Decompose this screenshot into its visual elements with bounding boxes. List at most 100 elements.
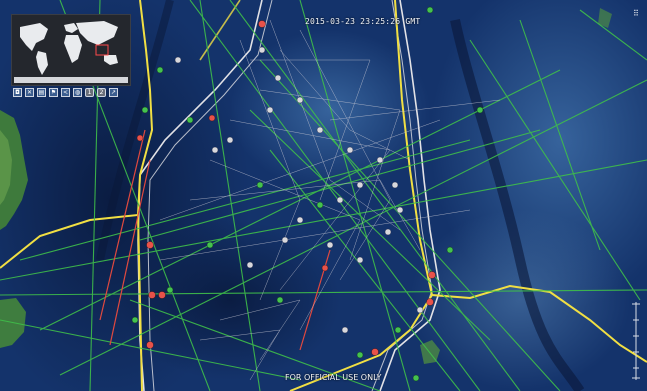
zone-line-west	[0, 0, 154, 269]
vessel-marker-red[interactable]	[321, 264, 329, 272]
green-track	[299, 0, 411, 391]
vessel-marker-white[interactable]	[174, 56, 182, 64]
vessel-marker-white[interactable]	[226, 136, 234, 144]
view-1-button[interactable]: 1	[85, 88, 94, 97]
vessel-marker-red[interactable]	[258, 20, 266, 28]
green-track	[519, 19, 601, 251]
vessel-marker-red[interactable]	[146, 241, 154, 249]
vessel-marker-white[interactable]	[316, 126, 324, 134]
vessel-marker-white[interactable]	[296, 96, 304, 104]
vessel-marker-green[interactable]	[131, 316, 139, 324]
classification-banner: FOR OFFICIAL USE ONLY	[285, 373, 382, 382]
vessel-marker-green[interactable]	[446, 246, 454, 254]
vessel-marker-white[interactable]	[376, 156, 384, 164]
green-track	[199, 0, 261, 391]
search-track	[159, 209, 471, 261]
trench-east	[450, 18, 585, 391]
green-track	[229, 0, 521, 391]
globe-tool-button[interactable]: ◍	[73, 88, 82, 97]
search-track	[159, 119, 441, 221]
vessel-marker-white[interactable]	[336, 196, 344, 204]
search-track	[250, 59, 371, 201]
search-boundary-west-inner	[147, 0, 273, 391]
zone-line-south	[289, 294, 433, 391]
search-track	[199, 329, 281, 381]
trench-west	[96, 0, 174, 261]
pointer-tool-button[interactable]: ↗	[109, 88, 118, 97]
vessel-marker-green[interactable]	[166, 286, 174, 294]
vessel-marker-red[interactable]	[136, 134, 144, 142]
search-track	[279, 49, 411, 161]
vessel-marker-green[interactable]	[476, 106, 484, 114]
search-track	[239, 39, 301, 301]
green-track	[189, 0, 481, 391]
zone-line-north	[199, 0, 241, 61]
vessel-marker-green[interactable]	[426, 6, 434, 14]
green-track	[0, 159, 647, 281]
vessel-marker-white[interactable]	[296, 216, 304, 224]
vessel-marker-white[interactable]	[384, 228, 392, 236]
vessel-marker-red[interactable]	[426, 298, 434, 306]
vessel-marker-red[interactable]	[146, 341, 154, 349]
search-tracks	[159, 19, 501, 381]
overview-map[interactable]	[11, 14, 131, 86]
vessel-marker-red[interactable]	[158, 291, 166, 299]
view-2-button[interactable]: 2	[97, 88, 106, 97]
green-track	[469, 39, 641, 301]
vessel-marker-green[interactable]	[156, 66, 164, 74]
close-tool-button[interactable]: ✕	[25, 88, 34, 97]
vessel-marker-white[interactable]	[356, 256, 364, 264]
vessel-marker-white[interactable]	[326, 241, 334, 249]
green-track	[259, 59, 561, 391]
green-track	[59, 79, 647, 376]
landmass-west-highland	[0, 130, 12, 205]
vessel-marker-white[interactable]	[391, 181, 399, 189]
layers-tool-button[interactable]: ▤	[37, 88, 46, 97]
vessel-marker-white[interactable]	[346, 146, 354, 154]
green-track	[129, 299, 381, 391]
search-track	[209, 159, 361, 331]
vessel-marker-green[interactable]	[256, 181, 264, 189]
green-track	[269, 149, 461, 391]
zone-line-southwest	[137, 214, 143, 391]
shelf-southeast	[410, 210, 630, 390]
vessel-marker-white[interactable]	[266, 106, 274, 114]
vessel-marker-green[interactable]	[141, 106, 149, 114]
share-tool-button[interactable]: <	[61, 88, 70, 97]
overview-world-map	[12, 15, 130, 85]
green-track	[579, 9, 647, 61]
search-track	[329, 99, 501, 121]
vessel-marker-green[interactable]	[316, 201, 324, 209]
vessel-marker-white[interactable]	[396, 206, 404, 214]
flag-tool-button[interactable]: ⚑	[49, 88, 58, 97]
vessel-marker-red[interactable]	[371, 348, 379, 356]
zoom-scale-bar[interactable]	[629, 300, 643, 382]
vessel-marker-green[interactable]	[186, 116, 194, 124]
vessel-marker-green[interactable]	[412, 374, 420, 382]
green-track	[19, 139, 471, 261]
vessel-marker-red[interactable]	[208, 114, 216, 122]
vessel-marker-red[interactable]	[148, 291, 156, 299]
vessel-marker-white[interactable]	[416, 306, 424, 314]
green-track	[0, 289, 647, 296]
grid-menu-icon[interactable]: ⠿	[633, 9, 639, 18]
vessel-marker-white[interactable]	[281, 236, 289, 244]
vessel-marker-red[interactable]	[428, 271, 436, 279]
search-track	[189, 179, 421, 251]
vessel-marker-white[interactable]	[246, 261, 254, 269]
vessel-marker-green[interactable]	[206, 241, 214, 249]
vessel-marker-white[interactable]	[258, 46, 266, 54]
vessel-markers	[131, 6, 484, 382]
camera-tool-button[interactable]: ◘	[13, 88, 22, 97]
vessel-marker-white[interactable]	[356, 181, 364, 189]
red-track	[99, 129, 146, 321]
vessel-marker-white[interactable]	[211, 146, 219, 154]
search-track	[299, 29, 391, 281]
vessel-marker-white[interactable]	[274, 74, 282, 82]
vessel-marker-green[interactable]	[394, 326, 402, 334]
vessel-marker-white[interactable]	[341, 326, 349, 334]
vessel-marker-green[interactable]	[356, 351, 364, 359]
vessel-marker-green[interactable]	[276, 296, 284, 304]
